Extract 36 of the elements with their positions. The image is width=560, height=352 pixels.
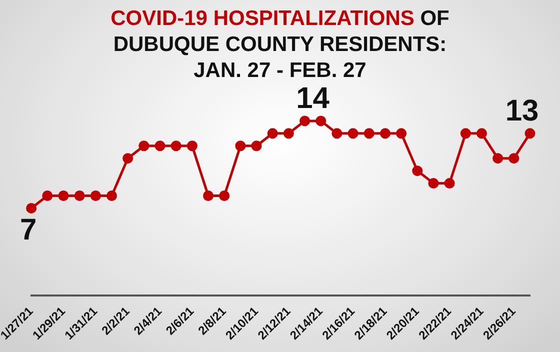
point	[283, 128, 294, 139]
data-label: 14	[296, 82, 330, 116]
point	[219, 190, 230, 202]
point	[412, 166, 423, 176]
point	[251, 140, 262, 152]
point	[460, 128, 471, 139]
point	[316, 116, 326, 126]
point	[444, 178, 455, 189]
point	[42, 190, 53, 202]
point	[138, 140, 150, 152]
chart-title: COVID-19 HOSPITALIZATIONS OF DUBUQUE COUNTY RESIDENTS: JAN. 27 - FEB. 27	[110, 7, 450, 82]
point	[364, 128, 374, 139]
point	[90, 190, 101, 202]
point	[300, 116, 310, 126]
point	[348, 128, 358, 139]
point	[508, 153, 520, 164]
point	[74, 190, 85, 202]
point	[428, 178, 439, 189]
point	[26, 202, 37, 214]
point	[154, 140, 166, 152]
point	[186, 140, 198, 152]
point	[170, 140, 182, 152]
data-label: 7	[20, 213, 37, 246]
point	[396, 128, 407, 139]
point	[203, 190, 214, 202]
point	[332, 128, 342, 139]
point	[122, 153, 134, 164]
point	[58, 190, 69, 202]
point	[235, 140, 246, 152]
point	[476, 128, 487, 139]
point	[524, 128, 536, 139]
point	[380, 128, 390, 139]
point	[267, 128, 278, 139]
point	[106, 190, 117, 202]
point	[492, 153, 504, 164]
data-label: 13	[505, 94, 539, 128]
